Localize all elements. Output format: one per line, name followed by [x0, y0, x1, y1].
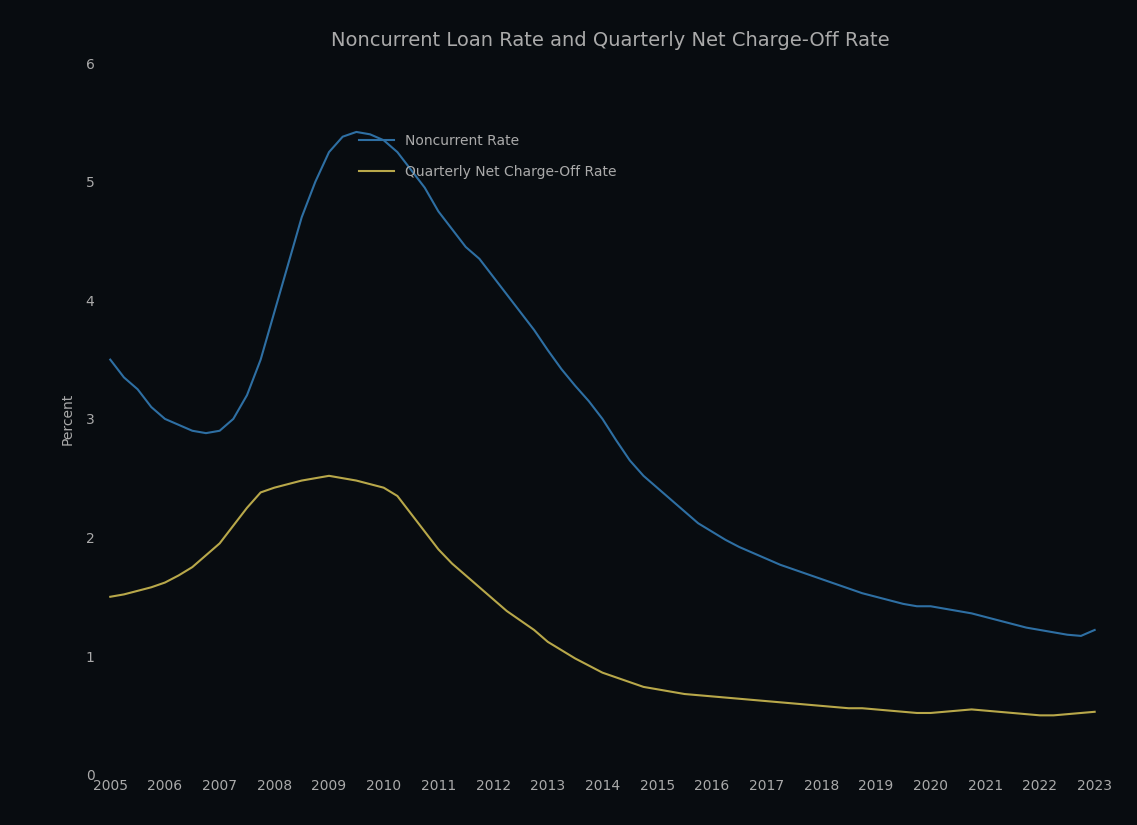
Noncurrent Rate [322, 147, 335, 157]
Quarterly Net Charge-Off Rate [103, 592, 117, 601]
Noncurrent Rate [1088, 625, 1102, 635]
Quarterly Net Charge-Off Rate [965, 705, 979, 714]
Legend: Noncurrent Rate, Quarterly Net Charge-Off Rate: Noncurrent Rate, Quarterly Net Charge-Of… [352, 127, 623, 186]
Quarterly Net Charge-Off Rate [322, 471, 335, 481]
Noncurrent Rate [937, 604, 951, 614]
Noncurrent Rate [349, 127, 363, 137]
Quarterly Net Charge-Off Rate [609, 672, 623, 682]
Title: Noncurrent Loan Rate and Quarterly Net Charge-Off Rate: Noncurrent Loan Rate and Quarterly Net C… [331, 31, 890, 50]
Y-axis label: Percent: Percent [60, 393, 75, 445]
Noncurrent Rate [446, 224, 459, 234]
Noncurrent Rate [1006, 619, 1020, 629]
Quarterly Net Charge-Off Rate [1006, 708, 1020, 718]
Noncurrent Rate [609, 436, 623, 446]
Line: Quarterly Net Charge-Off Rate: Quarterly Net Charge-Off Rate [110, 476, 1095, 715]
Noncurrent Rate [1074, 631, 1088, 641]
Quarterly Net Charge-Off Rate [446, 559, 459, 568]
Quarterly Net Charge-Off Rate [335, 474, 349, 483]
Quarterly Net Charge-Off Rate [937, 707, 951, 717]
Noncurrent Rate [103, 355, 117, 365]
Quarterly Net Charge-Off Rate [1034, 710, 1047, 720]
Line: Noncurrent Rate: Noncurrent Rate [110, 132, 1095, 636]
Noncurrent Rate [965, 608, 979, 618]
Quarterly Net Charge-Off Rate [1088, 707, 1102, 717]
